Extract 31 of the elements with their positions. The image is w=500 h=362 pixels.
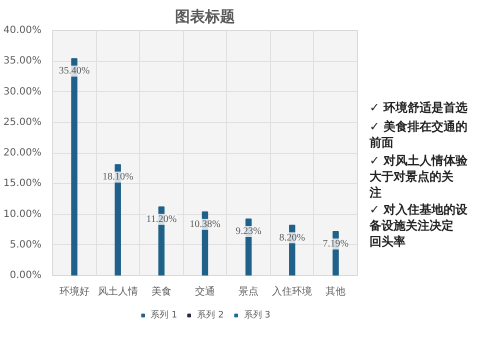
text: ✓ 美食排在交通的前面 xyxy=(368,120,468,150)
data-label: 11.20% xyxy=(146,214,177,225)
data-label: 9.23% xyxy=(236,226,262,237)
y-tick-label: 25.00% xyxy=(3,116,42,128)
x-tick-label: 风土人情 xyxy=(98,286,138,298)
text: ✓ 对风土人情体验大于对景点的关注 xyxy=(368,154,469,200)
y-tick-label: 35.00% xyxy=(3,56,42,67)
text: ✓ 环境舒适是首选 xyxy=(370,100,468,114)
data-label: 18.10% xyxy=(102,172,134,183)
x-tick-label: 环境好 xyxy=(59,286,90,298)
x-tick-label: 其他 xyxy=(326,286,346,298)
data-label: 8.20% xyxy=(279,232,306,244)
y-tick-label: 5.00% xyxy=(10,239,42,250)
text: ✓ 对入住基地的设备设施关注决定回头率 xyxy=(368,202,469,249)
x-tick-label: 景点 xyxy=(238,286,259,298)
data-label: 35.40% xyxy=(58,66,90,77)
y-tick-label: 20.00% xyxy=(3,148,42,158)
y-tick-label: 10.00% xyxy=(3,208,42,220)
y-tick-label: 0.00% xyxy=(10,270,42,281)
data-label: 7.19% xyxy=(322,238,349,250)
x-tick-label: 交通 xyxy=(195,286,215,298)
data-label: 10.38% xyxy=(190,218,220,230)
chart-title: 图表标题 xyxy=(175,8,235,26)
legend-label: 系列 2 xyxy=(197,309,224,322)
y-tick-label: 40.00% xyxy=(3,25,42,36)
x-tick-label: 入住环境 xyxy=(272,286,312,298)
legend-label: 系列 1 xyxy=(150,309,178,322)
legend-label: 系列 3 xyxy=(244,309,270,322)
x-tick-label: 美食 xyxy=(151,286,172,298)
y-tick-label: 30.00% xyxy=(3,86,42,98)
y-tick-label: 15.00% xyxy=(3,178,42,190)
